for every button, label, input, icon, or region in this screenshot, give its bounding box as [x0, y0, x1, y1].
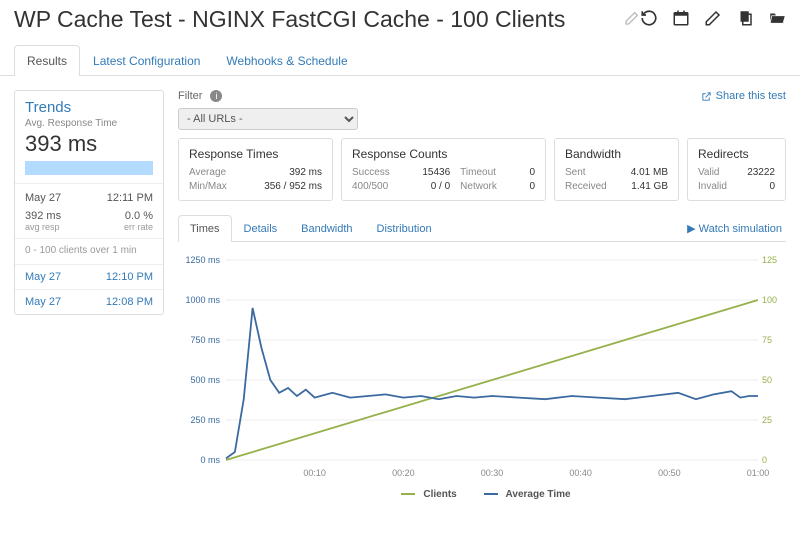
filter-label: Filter: [178, 90, 202, 102]
svg-text:50: 50: [762, 375, 772, 385]
svg-text:0: 0: [762, 455, 767, 465]
tab-webhooks[interactable]: Webhooks & Schedule: [213, 45, 360, 76]
tab-latest-config[interactable]: Latest Configuration: [80, 45, 213, 76]
svg-text:01:00: 01:00: [747, 468, 770, 478]
chart-legend: Clients Average Time: [178, 489, 786, 500]
svg-text:750 ms: 750 ms: [190, 335, 220, 345]
svg-text:0 ms: 0 ms: [200, 455, 220, 465]
history-item[interactable]: May 2712:08 PM: [15, 289, 163, 314]
svg-text:00:40: 00:40: [569, 468, 592, 478]
subtab-details[interactable]: Details: [232, 215, 290, 242]
subtab-distribution[interactable]: Distribution: [365, 215, 444, 242]
card-response-times: Response Times Average392 ms Min/Max356 …: [178, 138, 333, 201]
svg-text:00:10: 00:10: [303, 468, 326, 478]
err-rate-label: err rate: [124, 222, 153, 232]
current-date: May 27: [25, 192, 61, 204]
history-list: May 2712:10 PM May 2712:08 PM: [15, 264, 163, 314]
main-tabs: Results Latest Configuration Webhooks & …: [0, 45, 800, 76]
err-rate-value: 0.0 %: [124, 210, 153, 222]
url-filter-select[interactable]: - All URLs -: [178, 108, 358, 130]
edit-icon[interactable]: [704, 9, 722, 30]
copy-icon[interactable]: [736, 9, 754, 30]
current-time: 12:11 PM: [107, 192, 153, 204]
trends-title: Trends: [25, 99, 153, 116]
svg-text:00:30: 00:30: [481, 468, 504, 478]
history-item[interactable]: May 2712:10 PM: [15, 264, 163, 289]
chart-tabs: Times Details Bandwidth Distribution: [178, 215, 444, 241]
times-chart: 1250 ms 1000 ms 750 ms 500 ms 250 ms 0 ms 125 1…: [178, 242, 786, 500]
svg-text:500 ms: 500 ms: [190, 375, 220, 385]
edit-title-icon[interactable]: [624, 10, 640, 29]
svg-text:1000 ms: 1000 ms: [185, 295, 220, 305]
share-link[interactable]: Share this test: [701, 90, 786, 102]
avg-resp-label: avg resp: [25, 222, 61, 232]
svg-text:00:20: 00:20: [392, 468, 415, 478]
svg-text:250 ms: 250 ms: [190, 415, 220, 425]
svg-text:125: 125: [762, 255, 777, 265]
svg-text:00:50: 00:50: [658, 468, 681, 478]
card-bandwidth: Bandwidth Sent4.01 MB Received1.41 GB: [554, 138, 679, 201]
svg-text:75: 75: [762, 335, 772, 345]
info-icon[interactable]: i: [210, 90, 222, 102]
svg-text:1250 ms: 1250 ms: [185, 255, 220, 265]
folder-icon[interactable]: [768, 9, 786, 30]
reload-icon[interactable]: [640, 9, 658, 30]
tab-results[interactable]: Results: [14, 45, 80, 76]
subtab-times[interactable]: Times: [178, 215, 232, 242]
client-range: 0 - 100 clients over 1 min: [25, 245, 153, 256]
trends-subtitle: Avg. Response Time: [25, 118, 153, 129]
page-title: WP Cache Test - NGINX FastCGI Cache - 10…: [14, 6, 614, 33]
avg-resp-value: 392 ms: [25, 210, 61, 222]
svg-text:100: 100: [762, 295, 777, 305]
card-response-counts: Response Counts Success15436Timeout0 400…: [341, 138, 546, 201]
svg-text:25: 25: [762, 415, 772, 425]
calendar-icon[interactable]: [672, 9, 690, 30]
trends-value: 393 ms: [25, 131, 153, 157]
sparkline: [25, 161, 153, 175]
subtab-bandwidth[interactable]: Bandwidth: [289, 215, 364, 242]
card-redirects: Redirects Valid23222 Invalid0: [687, 138, 786, 201]
watch-simulation-link[interactable]: ▶ Watch simulation: [687, 222, 786, 235]
